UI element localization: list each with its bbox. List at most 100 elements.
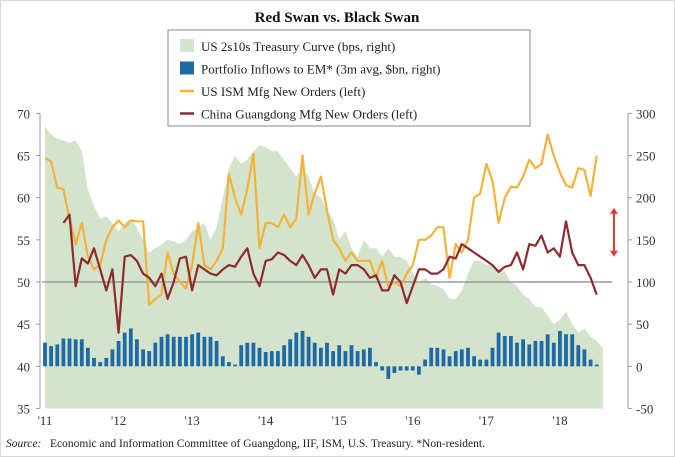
em-inflow-bar — [594, 364, 599, 367]
em-inflow-bar — [300, 330, 305, 367]
x-axis-tick-label: '18 — [552, 413, 567, 428]
em-inflow-bar — [331, 351, 335, 367]
em-inflow-bar — [233, 364, 237, 367]
x-axis-tick-label: '14 — [258, 413, 274, 428]
em-inflow-bar — [141, 349, 145, 367]
left-axis-tick-label: 35 — [17, 401, 30, 416]
em-inflow-bar — [570, 334, 575, 367]
em-inflow-bar — [361, 349, 366, 367]
em-inflow-bar — [509, 336, 513, 367]
em-inflow-bar — [551, 342, 556, 367]
em-inflow-bar — [386, 366, 391, 379]
em-inflow-bar — [472, 356, 476, 367]
em-inflow-bar — [220, 356, 225, 367]
em-inflow-bar — [159, 336, 164, 367]
em-inflow-bar — [453, 351, 458, 367]
legend-swatch-bar — [180, 61, 194, 75]
em-inflow-bar — [55, 344, 60, 367]
right-axis-tick-label: 50 — [636, 317, 649, 332]
em-inflow-bar — [306, 336, 311, 367]
em-inflow-bar — [368, 347, 372, 367]
left-axis-tick-label: 65 — [17, 149, 30, 164]
em-inflow-bar — [196, 332, 201, 367]
left-axis-tick-label: 60 — [17, 191, 30, 206]
right-axis-tick-label: -50 — [636, 401, 653, 416]
legend-label: US ISM Mfg New Orders (left) — [201, 84, 365, 99]
em-inflow-bar — [128, 328, 133, 367]
em-inflow-bar — [404, 366, 409, 371]
em-inflow-bar — [276, 351, 280, 367]
x-axis-tick-label: '17 — [479, 413, 495, 428]
em-inflow-bar — [588, 359, 593, 367]
em-inflow-bar — [245, 342, 250, 367]
x-axis-tick-label: '11 — [38, 413, 53, 428]
em-inflow-bar — [441, 349, 446, 367]
right-axis-tick-label: 0 — [636, 359, 643, 374]
em-inflow-bar — [582, 349, 587, 367]
em-inflow-bar — [380, 366, 385, 371]
em-inflow-bar — [178, 336, 182, 367]
em-inflow-bar — [325, 342, 329, 367]
em-inflow-bar — [86, 347, 90, 367]
em-inflow-bar — [147, 351, 152, 367]
legend-label: Portfolio Inflows to EM* (3m avg, $bn, r… — [201, 62, 440, 77]
em-inflow-bar — [257, 347, 262, 367]
em-inflow-bar — [288, 339, 293, 367]
em-inflow-bar — [122, 332, 127, 367]
left-axis-tick-label: 70 — [17, 106, 30, 121]
gap-arrow-head-up — [610, 207, 618, 214]
em-inflow-bar — [92, 357, 96, 367]
em-inflow-bar — [227, 362, 231, 367]
em-inflow-bar — [43, 342, 47, 367]
em-inflow-bar — [61, 338, 66, 367]
em-inflow-bar — [515, 342, 519, 367]
us-ism-new-orders-line — [44, 133, 598, 306]
em-inflow-bar — [294, 332, 299, 367]
em-inflow-bar — [392, 366, 397, 373]
em-inflow-bar — [98, 362, 103, 367]
em-inflow-bar — [478, 359, 483, 367]
x-axis-tick-label: '13 — [184, 413, 199, 428]
left-axis-tick-label: 40 — [17, 359, 30, 374]
em-inflow-bar — [312, 342, 317, 367]
source-label: Source: — [6, 438, 41, 450]
chart-title: Red Swan vs. Black Swan — [255, 10, 420, 26]
em-inflow-bar — [349, 345, 354, 367]
gap-arrow-head-down — [610, 250, 618, 257]
right-axis-tick-label: 250 — [636, 149, 656, 164]
em-inflow-bar — [171, 336, 176, 367]
em-inflow-bar — [435, 347, 440, 367]
em-inflow-bar — [239, 345, 244, 367]
china-guangdong-new-orders-line — [62, 213, 598, 334]
em-inflow-bar — [67, 338, 72, 367]
em-inflow-bar — [269, 351, 274, 367]
em-inflow-bar — [533, 341, 538, 367]
legend-label: US 2s10s Treasury Curve (bps, right) — [201, 39, 395, 54]
right-axis-tick-label: 150 — [636, 233, 656, 248]
em-inflow-bar — [447, 356, 452, 367]
em-inflow-bar — [73, 339, 78, 367]
x-axis-tick-label: '12 — [111, 413, 126, 428]
em-inflow-bar — [496, 332, 501, 367]
em-inflow-bar — [110, 349, 115, 367]
left-axis-tick-label: 45 — [17, 317, 30, 332]
em-inflow-bar — [521, 339, 525, 367]
em-inflow-bar — [410, 366, 415, 371]
em-inflow-bar — [202, 336, 207, 367]
em-inflow-bar — [153, 342, 158, 367]
em-inflow-bar — [184, 336, 188, 367]
right-axis-tick-label: 200 — [636, 191, 656, 206]
em-inflow-bar — [459, 349, 464, 367]
x-axis-tick-label: '16 — [405, 413, 421, 428]
em-inflow-bar — [208, 336, 213, 367]
em-inflow-bar — [527, 344, 532, 367]
em-inflow-bar — [282, 345, 286, 367]
em-inflow-bar — [343, 351, 348, 367]
em-inflow-bar — [355, 351, 360, 367]
em-inflow-bar — [558, 330, 562, 367]
em-inflow-bar — [319, 347, 323, 367]
em-inflow-bar — [466, 347, 470, 367]
left-axis-tick-label: 55 — [17, 233, 30, 248]
right-axis-tick-label: 300 — [636, 106, 656, 121]
